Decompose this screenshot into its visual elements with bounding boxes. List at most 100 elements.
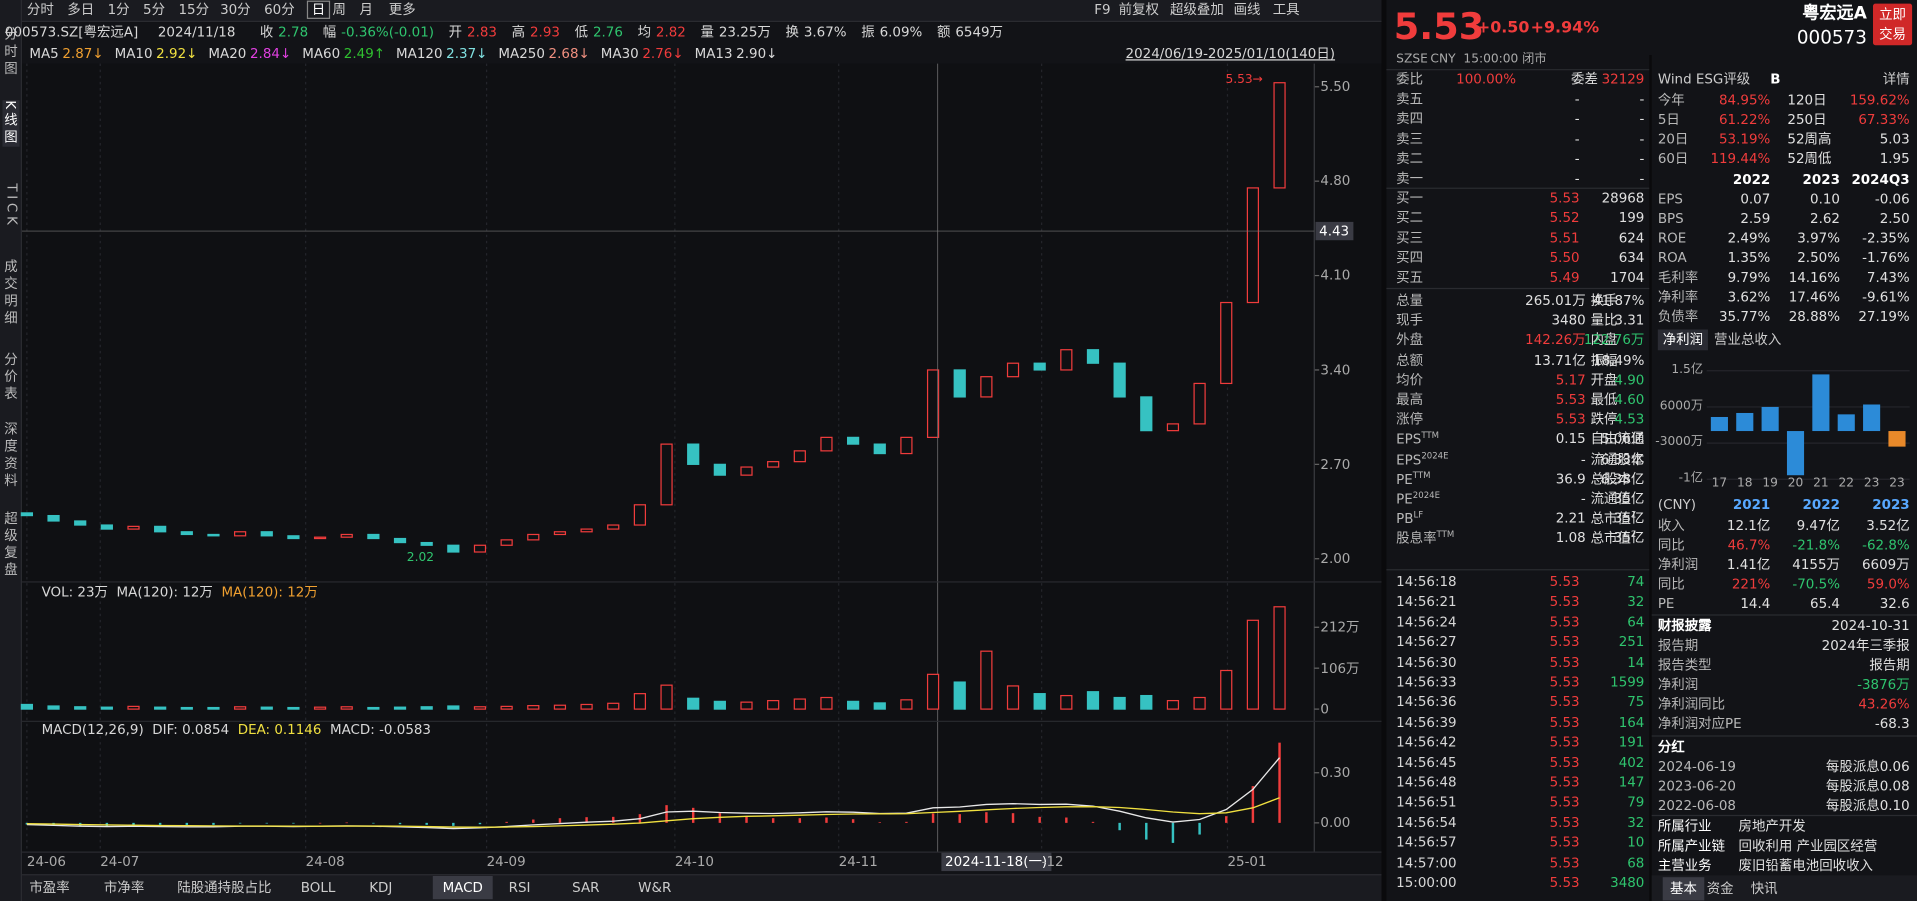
superscript: 1	[1630, 510, 1637, 521]
fin-cell: -0.06	[1874, 191, 1910, 208]
label-text: EPS	[1396, 431, 1422, 448]
period-tab[interactable]: 分时	[26, 1, 54, 18]
toolbar-button[interactable]: 画线	[1233, 1, 1261, 18]
trade-cell: 5.53	[1549, 774, 1580, 791]
fin-cell: 0.07	[1740, 191, 1771, 208]
volume-bar	[393, 706, 407, 710]
bar	[1786, 431, 1805, 476]
indicator-tab[interactable]: 陆股通持股占比	[177, 879, 272, 896]
stat-cell: 35亿	[1613, 530, 1645, 547]
side-tab[interactable]: 分价表	[2, 352, 19, 404]
stat-cell: 122.76万	[1583, 332, 1645, 349]
macd-bar	[558, 818, 562, 823]
fin-cell: 3.52亿	[1866, 517, 1910, 534]
esg-detail[interactable]: 详情	[1882, 71, 1910, 88]
candle	[127, 525, 140, 530]
chart-tab[interactable]: 净利润	[1657, 329, 1708, 351]
period-tab[interactable]: 30分	[220, 1, 251, 18]
toolbar-button[interactable]: 工具	[1272, 1, 1300, 18]
indicator-tab[interactable]: MACD	[432, 875, 493, 900]
side-tab[interactable]: 分时图	[2, 26, 19, 79]
trade-button-text[interactable]: 立即	[1879, 6, 1907, 23]
x-tick-label: 22	[1838, 476, 1855, 491]
period-tab[interactable]: 月	[359, 1, 373, 18]
indicator-tab[interactable]: SAR	[572, 879, 600, 896]
side-tab[interactable]: 超级复盘	[2, 511, 19, 580]
period-tab[interactable]: 60分	[264, 1, 295, 18]
period-tab[interactable]: 5分	[143, 1, 166, 18]
indicator-tab[interactable]: W&R	[638, 879, 672, 896]
y-tick-label: 0.00	[1320, 814, 1351, 831]
x-tick-label: 18	[1736, 476, 1753, 491]
ma-name: MA10	[114, 45, 153, 62]
quote-label: 收	[259, 24, 274, 41]
fin-cell: -1.76%	[1862, 250, 1910, 266]
indicator-tab[interactable]: BOLL	[300, 879, 336, 896]
trade-button-text[interactable]: 交易	[1879, 26, 1907, 43]
stat-cell: 流通股本	[1590, 451, 1645, 468]
order-book-cell: 5.53	[1549, 190, 1580, 207]
stat-cell: 142.26万	[1525, 332, 1586, 349]
trade-button[interactable]	[1872, 3, 1913, 46]
side-tab[interactable]: 深度资料	[2, 421, 19, 491]
panel-tab[interactable]: 快讯	[1750, 880, 1778, 897]
period-tab[interactable]: 周	[332, 1, 346, 18]
x-tick-label: -12	[1041, 853, 1064, 870]
candle	[1193, 382, 1206, 425]
indicator-tab[interactable]: KDJ	[369, 879, 393, 896]
return-cell: 119.44%	[1710, 150, 1771, 167]
column-header: 2023	[1802, 171, 1840, 188]
order-book-cell: 634	[1618, 249, 1645, 266]
period-tab[interactable]: 日	[306, 0, 331, 19]
toolbar-button[interactable]: 超级叠加	[1170, 1, 1224, 18]
side-tab[interactable]: K线图	[2, 100, 20, 147]
candle	[447, 544, 460, 553]
period-tab[interactable]: 更多	[388, 1, 416, 18]
candle	[393, 537, 407, 544]
chart-tab[interactable]: 营业总收入	[1714, 331, 1782, 348]
bar	[1736, 412, 1754, 432]
panel-tab[interactable]: 基本	[1662, 877, 1705, 901]
period-tab[interactable]: 1分	[107, 1, 130, 18]
indicator-tab[interactable]: 市盈率	[29, 879, 70, 896]
last-price: 5.53	[1393, 6, 1485, 49]
toolbar-button[interactable]: F9	[1094, 1, 1111, 18]
order-book-cell: 买五	[1396, 269, 1424, 286]
ma-value: 2.68↓	[548, 45, 590, 62]
indicator-tab[interactable]: 市净率	[103, 879, 145, 896]
industry-cell: 所属产业链	[1657, 838, 1726, 854]
trade-cell: 5.53	[1549, 654, 1580, 671]
toolbar-button[interactable]: 前复权	[1118, 1, 1160, 18]
side-tab[interactable]: TICK	[3, 183, 20, 229]
x-tick-label: 24-08	[305, 853, 345, 870]
macd-bar	[745, 816, 748, 823]
trade-cell: 5.53	[1549, 794, 1580, 811]
macd-bar	[825, 817, 828, 823]
order-book-cell: 5.51	[1549, 229, 1580, 246]
dividend-cell: 2022-06-08	[1657, 797, 1736, 814]
market-info: 闭市	[1522, 52, 1547, 67]
macd-bar	[505, 821, 508, 823]
fin-cell: 2.50%	[1797, 250, 1840, 266]
y-tick-label: 2.70	[1320, 456, 1351, 473]
stat-cell: EPSTTM	[1396, 431, 1439, 448]
macd-bar	[1171, 822, 1175, 843]
macd-bar	[878, 822, 881, 823]
trade-cell: 5.53	[1549, 594, 1580, 610]
column-header: 2022	[1802, 496, 1840, 513]
period-tab[interactable]: 多日	[67, 1, 95, 18]
stat-cell: 6.38亿	[1600, 471, 1645, 487]
quote-label: 幅	[322, 24, 337, 41]
panel-tab[interactable]: 资金	[1706, 880, 1734, 897]
macd-header: MACD(12,26,9) DIF: 0.0854 DEA: 0.1146 MACD:…	[42, 722, 431, 738]
fin-cell: 0.10	[1810, 191, 1840, 208]
stat-cell: 4.60	[1614, 391, 1645, 408]
return-cell: 1.95	[1879, 150, 1910, 167]
indicator-value: MA(120): 12万	[221, 584, 318, 601]
period-tab[interactable]: 15分	[178, 1, 210, 18]
order-book-cell: 5.49	[1549, 269, 1580, 286]
side-tab[interactable]: 成交明细	[2, 259, 19, 328]
candle	[1033, 362, 1046, 371]
indicator-tab[interactable]: RSI	[508, 879, 531, 896]
